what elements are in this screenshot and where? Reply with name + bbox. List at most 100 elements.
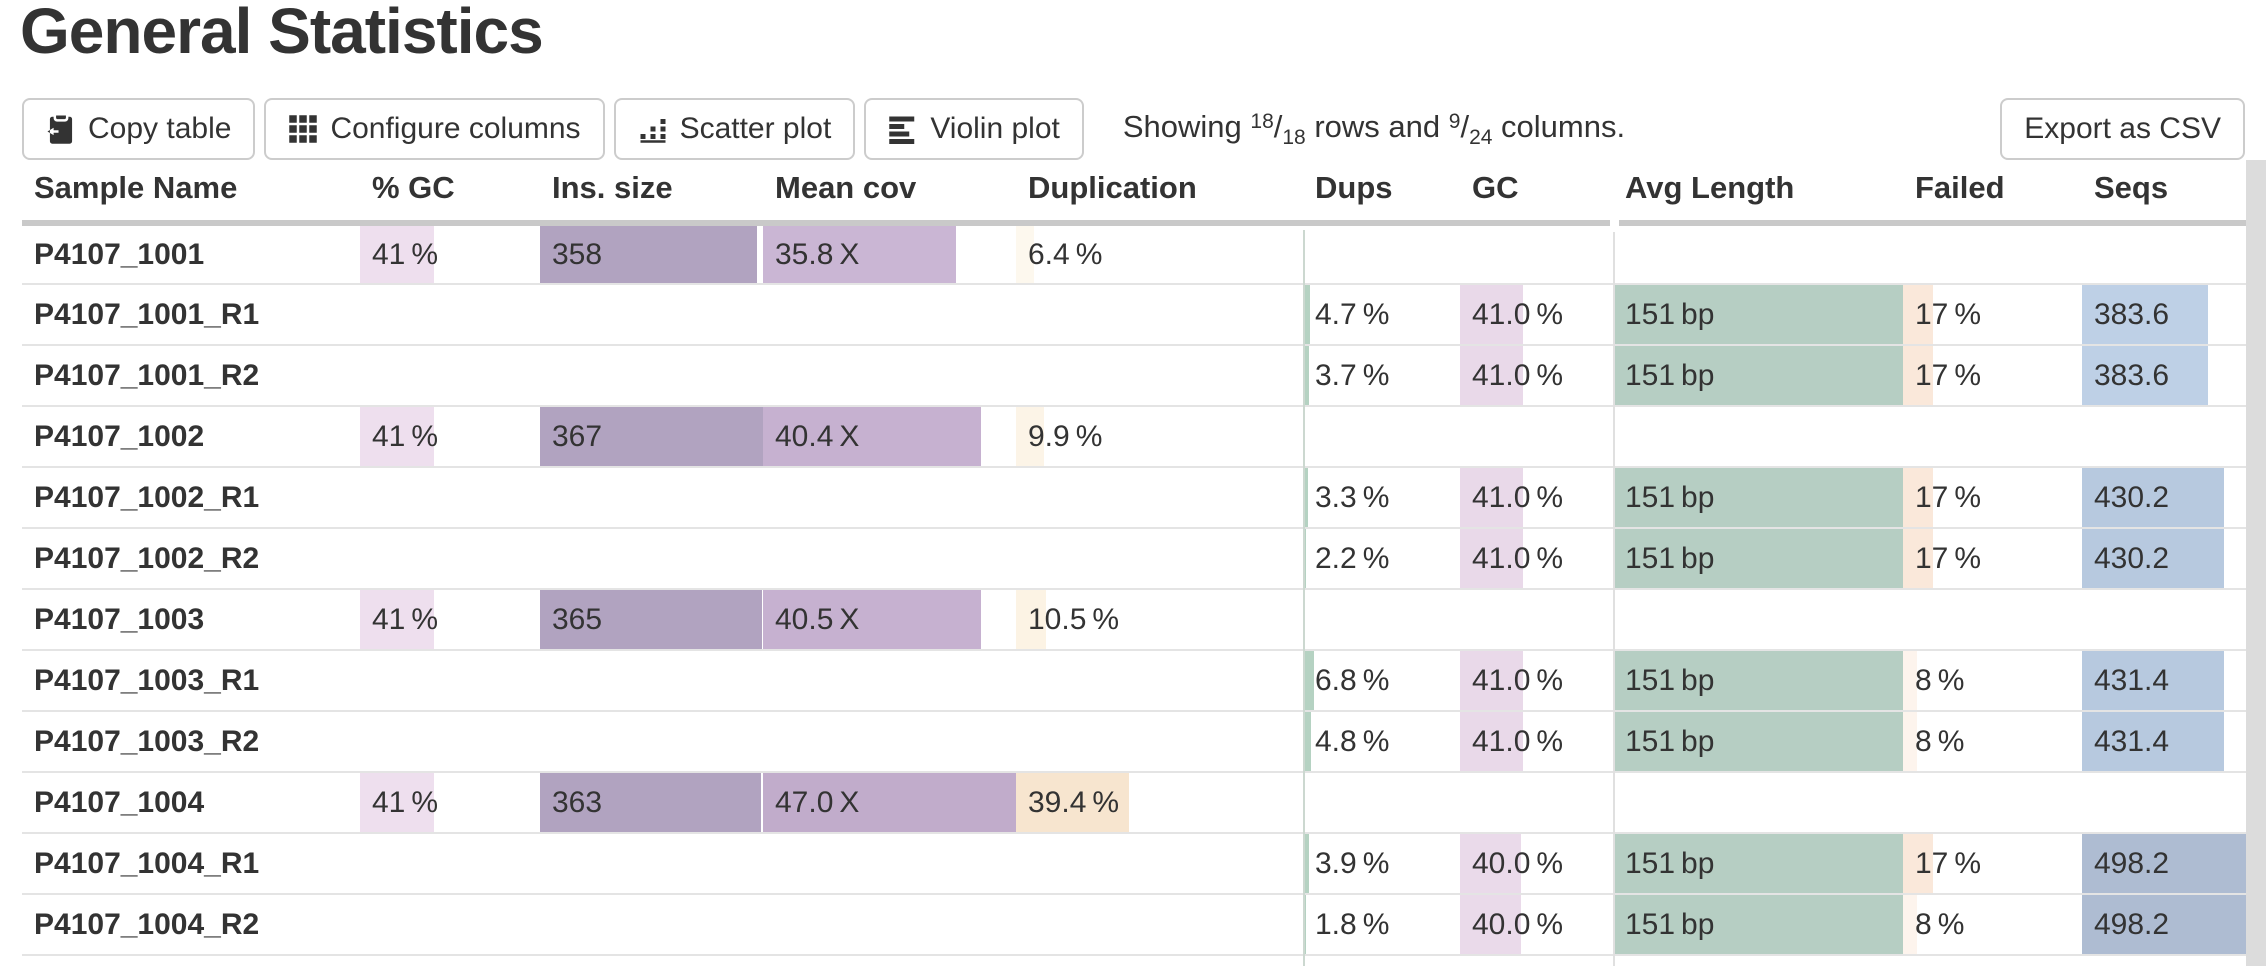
column-group-divider-dups	[1303, 230, 1305, 966]
cell-value: 365	[552, 602, 603, 636]
stat-cell-mean_cov	[763, 467, 1016, 529]
stat-cell-dups	[1303, 589, 1460, 651]
rows-shown: 18	[1250, 109, 1274, 133]
column-header-duplication[interactable]: Duplication	[1016, 164, 1303, 226]
stat-cell-failed	[1903, 406, 2082, 468]
stat-cell-seqs: 431.4	[2082, 711, 2246, 773]
value-bar	[2082, 834, 2246, 893]
value-bar	[1903, 529, 1934, 588]
value-bar	[1016, 226, 1035, 283]
stat-cell-ins_size: 367	[540, 406, 763, 468]
cell-value: 39.4 %	[1028, 785, 1120, 819]
cell-value: 151 bp	[1625, 846, 1715, 880]
column-header-avg_length[interactable]: Avg Length	[1613, 164, 1903, 226]
stat-cell-failed: 17 %	[1903, 833, 2082, 895]
stat-cell-avg_length: 151 bp	[1613, 711, 1903, 773]
configure-columns-button[interactable]: Configure columns	[264, 98, 605, 160]
stat-cell-duplication	[1016, 711, 1303, 773]
general-statistics-table: Sample Name% GC Ins. size Mean cov Duplicat…	[22, 164, 2246, 966]
value-bar	[1016, 407, 1045, 466]
table-row: P4107_1002_R2 2.2 % 41.0 % 151 bp 17 % 430.2	[22, 528, 2246, 590]
value-bar	[1613, 468, 1903, 527]
table-row: P4107_1004 41 % 363 47.0 X 39.4 %	[22, 772, 2246, 834]
sample-name-cell: P4107_1003_R2	[22, 711, 360, 773]
value-bar	[360, 590, 434, 649]
sample-name-cell: P4107_1004_R2	[22, 894, 360, 956]
export-csv-button[interactable]: Export as CSV	[2000, 98, 2245, 160]
value-bar	[1613, 346, 1903, 405]
column-header-failed[interactable]: Failed	[1903, 164, 2082, 226]
cell-value: 498.2	[2094, 907, 2170, 941]
stat-cell-mean_cov: 47.0 X	[763, 772, 1016, 834]
stat-cell-pct_gc: 41 %	[360, 406, 540, 468]
stat-cell-duplication: 9.9 %	[1016, 406, 1303, 468]
stat-cell-avg_length: 151 bp	[1613, 528, 1903, 590]
value-bar	[1613, 529, 1903, 588]
sample-name-cell: P4107_1003	[22, 589, 360, 651]
stat-cell-seqs	[2082, 772, 2246, 834]
cell-value: 41 %	[372, 602, 439, 636]
cell-value: 151 bp	[1625, 724, 1715, 758]
stat-cell-mean_cov: 40.5 X	[763, 589, 1016, 651]
stat-cell-dups: 1.8 %	[1303, 894, 1460, 956]
column-header-ins_size[interactable]: Ins. size	[540, 164, 763, 226]
column-header-pct_gc[interactable]: % GC	[360, 164, 540, 226]
column-header-gc[interactable]: GC	[1460, 164, 1613, 226]
grid-icon	[288, 114, 318, 144]
value-bar	[360, 773, 434, 832]
value-bar	[2082, 651, 2225, 710]
rows-total: 18	[1282, 125, 1306, 149]
column-header-mean_cov[interactable]: Mean cov	[763, 164, 1016, 226]
table-row: P4107_1004_R1 3.9 % 40.0 % 151 bp 17 % 498.2	[22, 833, 2246, 895]
value-bar	[763, 407, 981, 466]
scatter-plot-label: Scatter plot	[679, 112, 832, 145]
value-bar	[1460, 468, 1523, 527]
stat-cell-gc: 41.0 %	[1460, 345, 1613, 407]
stat-cell-dups	[1303, 772, 1460, 834]
stat-cell-failed	[1903, 772, 2082, 834]
value-bar	[1903, 285, 1934, 344]
stat-cell-gc: 41.0 %	[1460, 284, 1613, 346]
violin-plot-label: Violin plot	[930, 112, 1060, 145]
cell-value: 41 %	[372, 785, 439, 819]
cell-value: 17 %	[1915, 846, 1982, 880]
stat-cell-avg_length: 151 bp	[1613, 650, 1903, 712]
stat-cell-gc: 40.0 %	[1460, 833, 1613, 895]
value-bar	[763, 590, 982, 649]
value-bar	[1303, 346, 1309, 405]
sample-name-cell: P4107_1004_R1	[22, 833, 360, 895]
sample-name-cell: P4107_1002	[22, 406, 360, 468]
stat-cell-ins_size	[540, 650, 763, 712]
copy-table-button[interactable]: Copy table	[22, 98, 256, 160]
cell-value: 3.9 %	[1315, 846, 1390, 880]
value-bar	[1903, 895, 1918, 954]
stat-cell-avg_length	[1613, 406, 1903, 468]
stat-cell-pct_gc	[360, 467, 540, 529]
stat-cell-dups: 2.2 %	[1303, 528, 1460, 590]
cell-value: 41.0 %	[1472, 541, 1564, 575]
stat-cell-avg_length	[1613, 223, 1903, 285]
violin-plot-button[interactable]: Violin plot	[864, 98, 1084, 160]
cell-value: 10.5 %	[1028, 602, 1120, 636]
column-header-dups[interactable]: Dups	[1303, 164, 1460, 226]
scatter-plot-button[interactable]: Scatter plot	[613, 98, 856, 160]
cell-value: 3.7 %	[1315, 358, 1390, 392]
cell-value: 4.8 %	[1315, 724, 1390, 758]
value-bar	[1460, 834, 1522, 893]
configure-columns-label: Configure columns	[330, 112, 581, 145]
stat-cell-failed: 17 %	[1903, 528, 2082, 590]
cell-value: 430.2	[2094, 541, 2170, 575]
violin-bars-icon	[888, 114, 918, 144]
stat-cell-avg_length: 151 bp	[1613, 894, 1903, 956]
header-border-gap	[1610, 216, 1619, 232]
stat-cell-gc: 40.0 %	[1460, 894, 1613, 956]
cell-value: 151 bp	[1625, 663, 1715, 697]
vertical-scrollbar[interactable]	[2246, 160, 2266, 966]
column-header-seqs[interactable]: Seqs	[2082, 164, 2246, 226]
cell-value: 383.6	[2094, 358, 2170, 392]
column-header-sample[interactable]: Sample Name	[22, 164, 360, 226]
stat-cell-ins_size: 365	[540, 589, 763, 651]
stat-cell-seqs: 431.4	[2082, 650, 2246, 712]
stat-cell-pct_gc	[360, 711, 540, 773]
stat-cell-ins_size	[540, 894, 763, 956]
